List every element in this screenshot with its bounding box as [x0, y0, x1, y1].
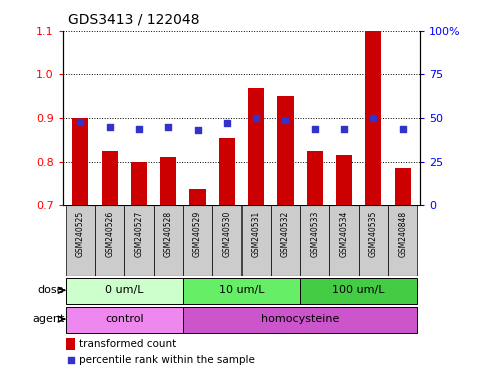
Text: dose: dose	[38, 285, 64, 295]
Text: 0 um/L: 0 um/L	[105, 285, 143, 295]
Bar	[212, 205, 242, 276]
Text: GSM240848: GSM240848	[398, 211, 407, 257]
Text: GSM240525: GSM240525	[76, 211, 85, 257]
Point	[399, 126, 407, 132]
Bar	[154, 205, 183, 276]
Text: GSM240530: GSM240530	[222, 211, 231, 258]
Point	[311, 126, 319, 132]
Point	[252, 115, 260, 121]
Point	[76, 119, 84, 125]
Bar	[66, 278, 183, 304]
Bar	[336, 155, 352, 205]
Text: GSM240526: GSM240526	[105, 211, 114, 257]
Bar	[329, 205, 359, 276]
Bar	[66, 338, 75, 349]
Text: 10 um/L: 10 um/L	[219, 285, 264, 295]
Text: GSM240527: GSM240527	[134, 211, 143, 257]
Bar	[359, 205, 388, 276]
Bar	[160, 157, 176, 205]
Bar	[72, 118, 88, 205]
Bar	[66, 307, 183, 333]
Bar	[95, 205, 124, 276]
Text: control: control	[105, 314, 143, 324]
Bar	[248, 88, 264, 205]
Point	[369, 115, 377, 121]
Point	[223, 120, 231, 126]
Text: GDS3413 / 122048: GDS3413 / 122048	[68, 13, 199, 27]
Bar	[300, 278, 417, 304]
Point	[67, 357, 74, 363]
Point	[282, 117, 289, 123]
Bar	[307, 151, 323, 205]
Text: GSM240534: GSM240534	[340, 211, 349, 258]
Bar	[131, 162, 147, 205]
Point	[194, 127, 201, 133]
Text: homocysteine: homocysteine	[261, 314, 339, 324]
Bar	[183, 307, 417, 333]
Bar	[183, 278, 300, 304]
Point	[164, 124, 172, 130]
Bar	[242, 205, 271, 276]
Bar	[277, 96, 294, 205]
Bar	[101, 151, 118, 205]
Bar	[395, 168, 411, 205]
Text: agent: agent	[32, 314, 64, 324]
Text: 100 um/L: 100 um/L	[332, 285, 385, 295]
Bar	[271, 205, 300, 276]
Bar	[365, 31, 382, 205]
Text: GSM240533: GSM240533	[310, 211, 319, 258]
Bar	[66, 205, 95, 276]
Bar	[183, 205, 212, 276]
Text: transformed count: transformed count	[79, 339, 176, 349]
Text: GSM240529: GSM240529	[193, 211, 202, 257]
Text: GSM240535: GSM240535	[369, 211, 378, 258]
Text: GSM240528: GSM240528	[164, 211, 173, 257]
Point	[106, 124, 114, 130]
Bar	[300, 205, 329, 276]
Bar	[189, 189, 206, 205]
Text: GSM240531: GSM240531	[252, 211, 261, 257]
Text: percentile rank within the sample: percentile rank within the sample	[79, 355, 255, 365]
Point	[340, 126, 348, 132]
Text: GSM240532: GSM240532	[281, 211, 290, 257]
Point	[135, 126, 143, 132]
Bar	[124, 205, 154, 276]
Bar	[388, 205, 417, 276]
Bar	[219, 138, 235, 205]
